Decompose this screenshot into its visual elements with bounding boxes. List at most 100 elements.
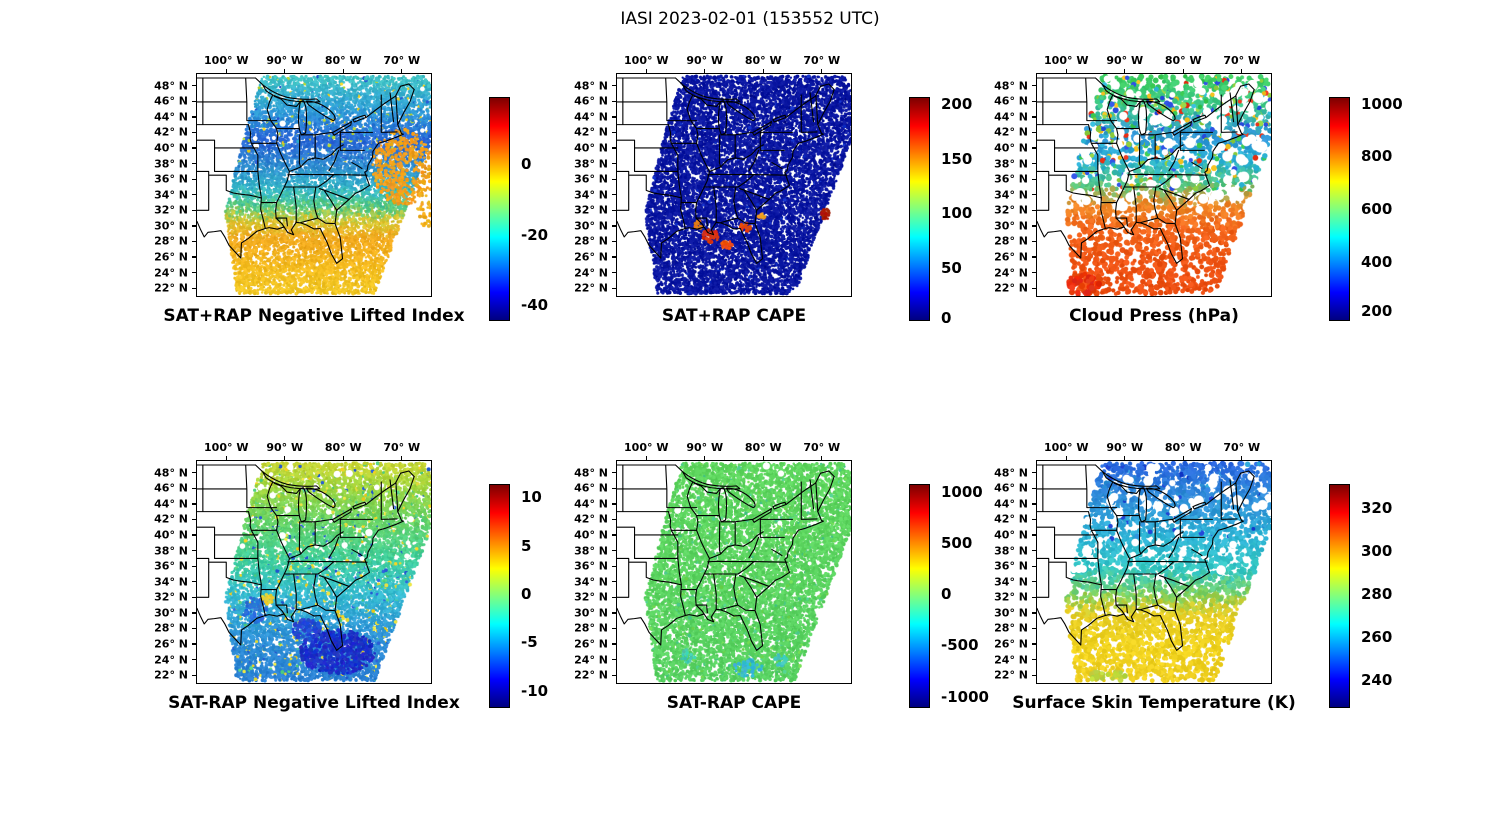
lat-tick-mark: [612, 518, 617, 521]
colorbar-tick-label: 280: [1361, 584, 1393, 603]
lat-tick-label: 26° N: [574, 250, 608, 264]
lat-tick-label: 24° N: [154, 653, 188, 667]
lat-tick-mark: [612, 147, 617, 149]
lat-tick-label: 42° N: [574, 512, 608, 526]
panel-sat-minus-rap-cape: 100° W 90° W 80° W 70° W 48° N 46° N 44° N 42° …: [570, 436, 989, 713]
colorbar-tick-label: 0: [941, 308, 952, 327]
lat-tick-mark: [612, 472, 617, 474]
colorbar-tick-label: 500: [941, 534, 973, 553]
colorbar-tick-label: -1000: [941, 687, 989, 706]
lat-tick-mark: [612, 658, 617, 661]
lat-tick-label: 40° N: [994, 528, 1028, 542]
lat-tick-mark: [1032, 162, 1037, 165]
lat-tick-mark: [1032, 147, 1037, 149]
lat-tick-mark: [192, 256, 197, 258]
lat-tick-mark: [1032, 225, 1037, 227]
lon-tick-mark: [1241, 69, 1243, 74]
colorbar-gradient: [909, 484, 930, 708]
colorbar-tick-label: 0: [941, 584, 952, 603]
lon-tick-mark: [1124, 69, 1126, 74]
lon-tick-mark: [821, 69, 823, 74]
lat-tick-mark: [192, 549, 197, 552]
lon-tick-label: 100° W: [1044, 54, 1089, 67]
lon-tick-label: 100° W: [1044, 441, 1089, 454]
lat-tick-label: 28° N: [994, 234, 1028, 248]
colorbar-gradient: [1329, 97, 1350, 321]
lat-tick-label: 48° N: [154, 466, 188, 480]
lat-tick-mark: [612, 487, 617, 489]
lon-tick-mark: [1241, 456, 1243, 461]
lat-tick-mark: [192, 147, 197, 149]
lat-tick-mark: [1032, 658, 1037, 661]
lat-tick-mark: [612, 549, 617, 552]
panel-title: SAT-RAP Negative Lifted Index: [168, 693, 460, 713]
lat-tick-label: 44° N: [994, 110, 1028, 124]
colorbar-tick-label: -10: [521, 682, 549, 701]
lon-tick-label: 70° W: [803, 441, 841, 454]
lat-tick-label: 48° N: [994, 79, 1028, 93]
lat-tick-mark: [612, 534, 617, 536]
lat-tick-label: 36° N: [574, 172, 608, 186]
us-state-boundaries-map: [1035, 463, 1256, 652]
lat-tick-mark: [192, 240, 197, 243]
lat-tick-label: 38° N: [574, 544, 608, 558]
lat-tick-mark: [192, 100, 197, 102]
lat-tick-mark: [612, 271, 617, 274]
lat-tick-label: 44° N: [994, 497, 1028, 511]
lat-tick-mark: [612, 565, 617, 567]
panel-surface-skin-temperature: 100° W 90° W 80° W 70° W 48° N 46° N 44° N 42° …: [990, 436, 1392, 713]
plot-area: 100° W 90° W 80° W 70° W 48° N 46° N 44° N 42° …: [574, 54, 972, 327]
lat-tick-mark: [612, 256, 617, 258]
panel-sat-plus-rap-nli: 100° W 90° W 80° W 70° W 48° N 46° N 44° N 42° …: [150, 49, 548, 326]
lat-tick-mark: [612, 240, 617, 243]
lat-tick-label: 22° N: [994, 668, 1028, 682]
lat-tick-mark: [1032, 643, 1037, 645]
lat-tick-mark: [1032, 487, 1037, 489]
lat-tick-label: 24° N: [994, 266, 1028, 280]
lat-tick-mark: [192, 85, 197, 87]
lat-tick-label: 26° N: [994, 637, 1028, 651]
lon-tick-label: 90° W: [686, 54, 724, 67]
lat-tick-label: 42° N: [994, 512, 1028, 526]
lon-tick-label: 80° W: [744, 54, 782, 67]
panel-cloud-press: 100° W 90° W 80° W 70° W 48° N 46° N 44° N 42° …: [990, 49, 1403, 326]
lon-tick-mark: [284, 456, 286, 461]
lat-tick-mark: [612, 627, 617, 630]
lat-tick-label: 22° N: [154, 281, 188, 295]
lon-tick-label: 100° W: [204, 441, 249, 454]
colorbar-tick-label: 150: [941, 149, 973, 168]
lat-tick-label: 40° N: [574, 528, 608, 542]
colorbar-tick-label: 240: [1361, 671, 1393, 689]
lon-tick-mark: [342, 69, 344, 74]
lat-tick-label: 38° N: [994, 157, 1028, 171]
lat-tick-mark: [192, 209, 197, 211]
colorbar-gradient: [909, 97, 930, 321]
lon-tick-mark: [284, 69, 286, 74]
lat-tick-label: 46° N: [154, 94, 188, 108]
lat-tick-mark: [1032, 209, 1037, 211]
lat-tick-label: 40° N: [154, 528, 188, 542]
lon-tick-mark: [645, 69, 647, 74]
lon-tick-mark: [1182, 456, 1184, 461]
lon-tick-label: 90° W: [1106, 54, 1144, 67]
us-state-boundaries-map: [195, 76, 416, 265]
lat-tick-mark: [612, 287, 617, 289]
lat-tick-mark: [612, 162, 617, 165]
colorbar-tick-label: 0: [521, 584, 532, 603]
lat-tick-label: 30° N: [574, 606, 608, 620]
lat-tick-label: 24° N: [574, 266, 608, 280]
lat-tick-label: 34° N: [154, 575, 188, 589]
lat-tick-mark: [1032, 472, 1037, 474]
lon-tick-label: 70° W: [1223, 54, 1261, 67]
lat-tick-label: 24° N: [574, 653, 608, 667]
lat-tick-mark: [612, 674, 617, 676]
lat-tick-label: 38° N: [154, 544, 188, 558]
lat-tick-label: 46° N: [574, 481, 608, 495]
plot-area: 100° W 90° W 80° W 70° W 48° N 46° N 44° N 42° …: [574, 441, 989, 708]
colorbar: 0 -20 -40: [489, 97, 599, 321]
panel-grid: 100° W 90° W 80° W 70° W 48° N 46° N 44° N 42° …: [120, 49, 1403, 713]
lat-tick-mark: [612, 581, 617, 583]
lat-tick-mark: [1032, 627, 1037, 630]
lat-tick-label: 44° N: [574, 497, 608, 511]
lat-tick-label: 46° N: [574, 94, 608, 108]
